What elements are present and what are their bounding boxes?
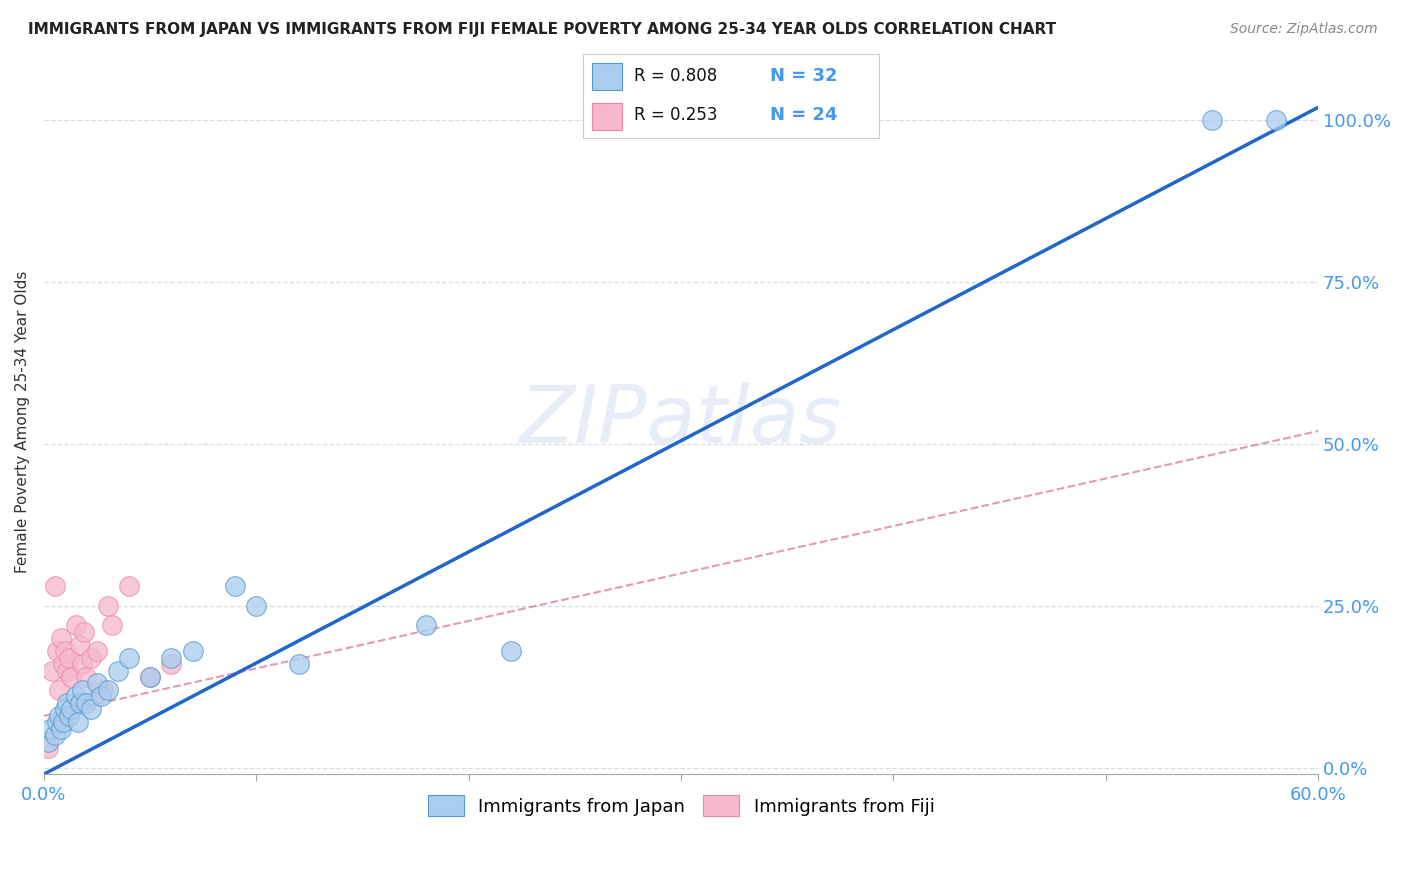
Text: N = 24: N = 24 bbox=[769, 106, 837, 124]
Point bbox=[65, 618, 87, 632]
Point bbox=[224, 579, 246, 593]
Point bbox=[58, 709, 80, 723]
Point bbox=[90, 690, 112, 704]
Point bbox=[49, 631, 72, 645]
Point bbox=[97, 599, 120, 613]
Point bbox=[93, 683, 115, 698]
Point bbox=[48, 709, 70, 723]
Point bbox=[86, 676, 108, 690]
Point bbox=[52, 657, 75, 671]
Point bbox=[45, 644, 67, 658]
Point bbox=[56, 664, 79, 678]
Point bbox=[70, 657, 93, 671]
Point bbox=[49, 722, 72, 736]
Point bbox=[69, 696, 91, 710]
Point bbox=[139, 670, 162, 684]
Point bbox=[44, 579, 66, 593]
Point bbox=[160, 657, 183, 671]
Point bbox=[70, 683, 93, 698]
Point bbox=[181, 644, 204, 658]
Point bbox=[41, 664, 63, 678]
Text: R = 0.253: R = 0.253 bbox=[634, 106, 717, 124]
Point bbox=[52, 715, 75, 730]
Point bbox=[60, 670, 83, 684]
Point bbox=[1201, 113, 1223, 128]
Point bbox=[39, 722, 62, 736]
Point bbox=[245, 599, 267, 613]
Point bbox=[65, 690, 87, 704]
Point bbox=[56, 696, 79, 710]
Point bbox=[44, 728, 66, 742]
Text: ZIPatlas: ZIPatlas bbox=[520, 383, 842, 460]
Point bbox=[53, 644, 76, 658]
Point bbox=[107, 664, 129, 678]
Point bbox=[75, 670, 97, 684]
Y-axis label: Female Poverty Among 25-34 Year Olds: Female Poverty Among 25-34 Year Olds bbox=[15, 270, 30, 573]
Text: N = 32: N = 32 bbox=[769, 68, 837, 86]
Point bbox=[118, 650, 141, 665]
Point bbox=[66, 715, 89, 730]
Text: R = 0.808: R = 0.808 bbox=[634, 68, 717, 86]
Point bbox=[1264, 113, 1286, 128]
Point bbox=[79, 650, 101, 665]
Point bbox=[75, 696, 97, 710]
Legend: Immigrants from Japan, Immigrants from Fiji: Immigrants from Japan, Immigrants from F… bbox=[419, 786, 943, 825]
Point bbox=[287, 657, 309, 671]
Point bbox=[415, 618, 437, 632]
Point bbox=[53, 702, 76, 716]
Point bbox=[139, 670, 162, 684]
Point bbox=[73, 624, 96, 639]
Point bbox=[97, 683, 120, 698]
Point bbox=[37, 741, 59, 756]
Point bbox=[86, 644, 108, 658]
Text: IMMIGRANTS FROM JAPAN VS IMMIGRANTS FROM FIJI FEMALE POVERTY AMONG 25-34 YEAR OL: IMMIGRANTS FROM JAPAN VS IMMIGRANTS FROM… bbox=[28, 22, 1056, 37]
Point bbox=[58, 650, 80, 665]
Point bbox=[501, 644, 523, 658]
Point bbox=[79, 702, 101, 716]
Point bbox=[101, 618, 124, 632]
Point bbox=[37, 735, 59, 749]
FancyBboxPatch shape bbox=[592, 62, 621, 90]
Point bbox=[48, 683, 70, 698]
FancyBboxPatch shape bbox=[592, 103, 621, 130]
Text: Source: ZipAtlas.com: Source: ZipAtlas.com bbox=[1230, 22, 1378, 37]
Point bbox=[45, 715, 67, 730]
Point bbox=[118, 579, 141, 593]
Point bbox=[69, 638, 91, 652]
Point bbox=[60, 702, 83, 716]
Point bbox=[160, 650, 183, 665]
